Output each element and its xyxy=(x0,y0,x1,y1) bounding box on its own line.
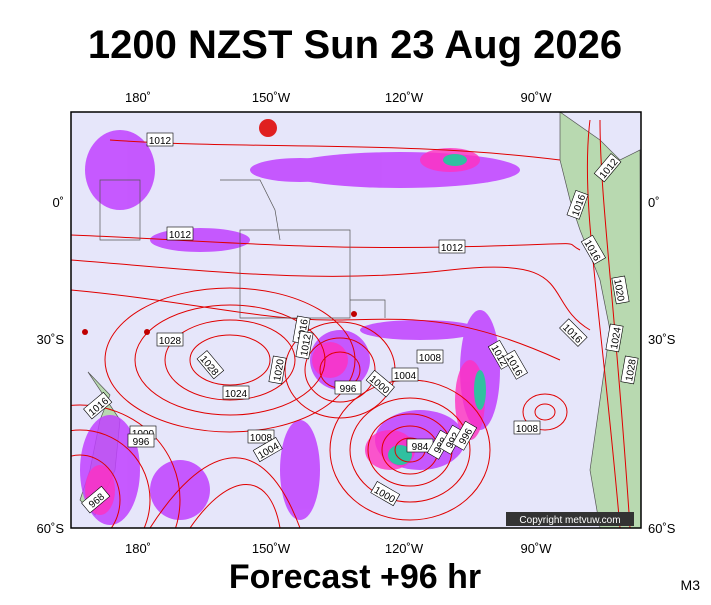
contour-label-text: 1012 xyxy=(299,333,314,357)
contour-label-text: 1020 xyxy=(611,278,626,302)
contour-label-bg xyxy=(295,330,314,360)
contour-label-bg xyxy=(502,349,528,380)
contour-label: 1012 xyxy=(146,132,174,147)
map-area xyxy=(71,112,641,528)
lat-label: 30˚S xyxy=(648,332,676,347)
contour-label-bg xyxy=(166,226,194,241)
contour-label-bg xyxy=(580,234,606,265)
lat-label: 30˚S xyxy=(37,332,65,347)
contour-label-text: 1004 xyxy=(394,371,417,382)
contour-label-bg xyxy=(83,391,113,420)
contour-label-text: 1024 xyxy=(225,389,248,400)
contour-label-bg xyxy=(222,385,250,400)
lon-label: 180˚ xyxy=(125,90,151,105)
contour-label-bg xyxy=(605,323,624,353)
contour-label: 1020 xyxy=(611,275,630,305)
contour-label-text: 996 xyxy=(133,437,150,448)
lon-label: 180˚ xyxy=(125,541,151,556)
contour-label-text: 996 xyxy=(340,384,357,395)
contour-label: 1008 xyxy=(247,429,275,444)
contour-label-bg xyxy=(247,429,275,444)
contour-label: 1012 xyxy=(295,330,314,360)
contour-label-text: 1008 xyxy=(516,424,539,435)
contour-label-bg xyxy=(438,239,466,254)
contour-label-bg xyxy=(268,355,287,385)
contour-label: 996 xyxy=(127,433,155,448)
contour-label-bg xyxy=(391,367,419,382)
contour-label: 1012 xyxy=(166,226,194,241)
contour-label: 1020 xyxy=(268,355,287,385)
lon-label: 90˚W xyxy=(520,541,552,556)
contour-label-text: 984 xyxy=(412,442,429,453)
contour-label: 1012 xyxy=(438,239,466,254)
contour-label-bg xyxy=(611,275,630,305)
copyright-box: Copyright metvuw.com xyxy=(506,512,634,526)
contour-label-text: 1020 xyxy=(272,358,287,382)
contour-label-bg xyxy=(559,318,588,347)
contour-label-text: 1012 xyxy=(149,136,172,147)
title: 1200 NZST Sun 23 Aug 2026 xyxy=(88,23,622,67)
contour-label-bg xyxy=(81,485,111,514)
contour-label-text: 1024 xyxy=(609,326,624,350)
lat-label: 60˚S xyxy=(648,521,676,536)
contour-label-text: 1008 xyxy=(250,433,273,444)
contour-label: 996 xyxy=(334,380,362,395)
lon-label: 150˚W xyxy=(252,541,291,556)
contour-label-text: 1008 xyxy=(419,353,442,364)
lon-label: 150˚W xyxy=(252,90,291,105)
lon-label: 120˚W xyxy=(385,90,424,105)
contour-label: 1028 xyxy=(620,355,639,385)
contour-label: 1024 xyxy=(605,323,624,353)
contour-label-text: 1012 xyxy=(169,230,192,241)
contour-label-bg xyxy=(334,380,362,395)
contour-label: 1008 xyxy=(416,349,444,364)
contour-label: 1024 xyxy=(222,385,250,400)
contour-label-bg xyxy=(365,369,395,398)
contour-label: 968 xyxy=(81,485,111,514)
contour-label-bg xyxy=(513,420,541,435)
contour-label-bg xyxy=(416,349,444,364)
lon-label: 90˚W xyxy=(520,90,552,105)
contour-label-bg xyxy=(593,153,622,183)
contour-label: 1004 xyxy=(391,367,419,382)
copyright: Copyright metvuw.com xyxy=(519,515,620,526)
contour-label-bg xyxy=(620,355,639,385)
contour-label-bg xyxy=(196,350,225,380)
map-frame xyxy=(70,111,642,529)
lon-label: 120˚W xyxy=(385,541,424,556)
contour-label-text: 1028 xyxy=(159,336,182,347)
contour-label-bg xyxy=(452,420,478,451)
contour-label-bg xyxy=(252,437,283,463)
contour-label-bg xyxy=(127,433,155,448)
contour-label-bg xyxy=(370,481,401,507)
contour-label-text: 1012 xyxy=(441,243,464,254)
lat-label: 0˚ xyxy=(52,195,64,210)
contour-label-bg xyxy=(156,332,184,347)
contour-label: 1008 xyxy=(513,420,541,435)
contour-label-bg xyxy=(566,190,589,220)
lat-label: 60˚S xyxy=(37,521,65,536)
contour-label-text: 1028 xyxy=(624,358,639,382)
footer: Forecast +96 hr xyxy=(229,558,481,596)
map-code: M3 xyxy=(681,577,701,593)
contour-label: 1028 xyxy=(156,332,184,347)
lat-label: 0˚ xyxy=(648,195,660,210)
contour-label-bg xyxy=(146,132,174,147)
